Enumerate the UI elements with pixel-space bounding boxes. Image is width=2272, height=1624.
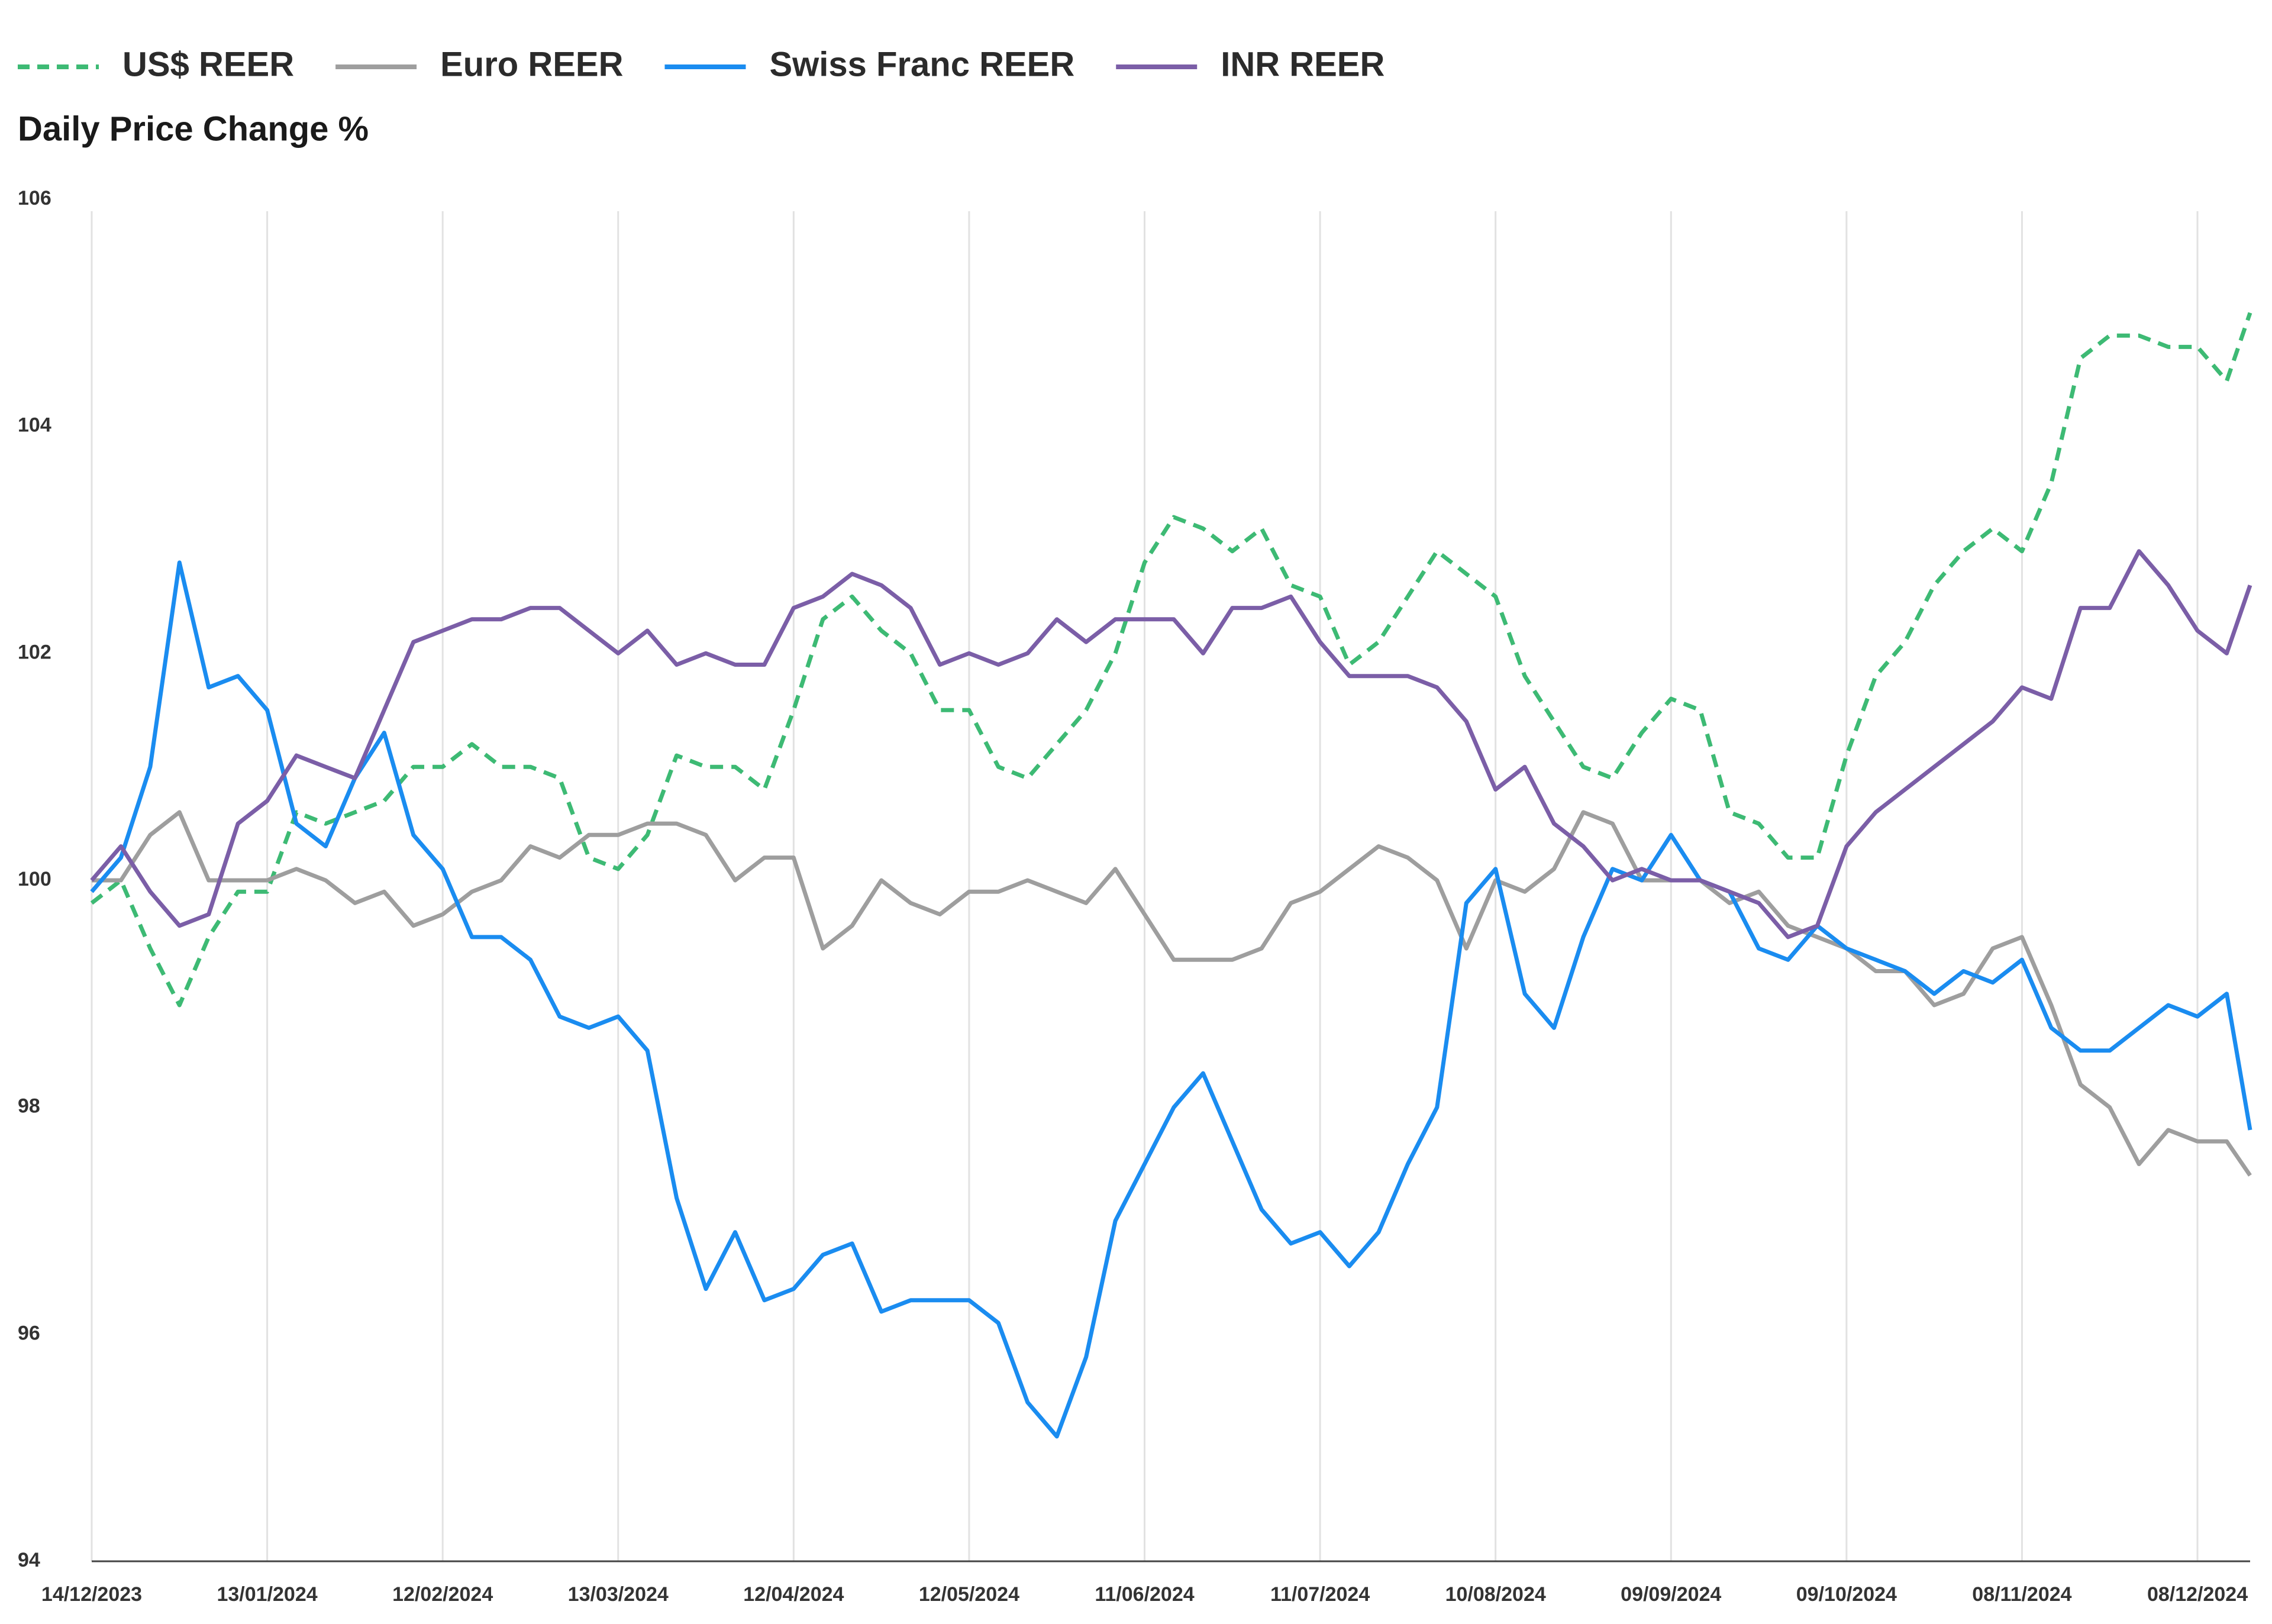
legend-label: INR REER	[1221, 45, 1384, 83]
y-tick-label: 100	[18, 868, 51, 890]
x-tick-label: 12/02/2024	[392, 1583, 493, 1606]
x-tick-label: 13/03/2024	[568, 1583, 669, 1606]
legend-label: Swiss Franc REER	[769, 45, 1074, 83]
y-tick-label: 94	[18, 1549, 40, 1571]
x-tick-label: 14/12/2023	[41, 1583, 142, 1606]
y-tick-label: 102	[18, 641, 51, 663]
legend-label: US$ REER	[122, 45, 294, 83]
series-line	[90, 312, 2252, 1008]
x-tick-label: 08/12/2024	[2147, 1583, 2248, 1606]
x-tick-label: 12/05/2024	[919, 1583, 1019, 1606]
y-tick-label: 98	[18, 1095, 40, 1118]
series-line	[90, 549, 2252, 939]
y-tick-label: 96	[18, 1322, 40, 1344]
legend-label: Euro REER	[440, 45, 623, 83]
series-line	[90, 560, 2252, 1439]
y-tick-label: 104	[18, 414, 51, 437]
x-tick-label: 11/07/2024	[1270, 1583, 1370, 1606]
x-tick-label: 13/01/2024	[217, 1583, 317, 1606]
series-line	[92, 810, 2252, 1177]
x-tick-label: 09/10/2024	[1796, 1583, 1897, 1606]
x-tick-label: 10/08/2024	[1445, 1583, 1546, 1606]
y-tick-label: 106	[18, 187, 51, 209]
x-tick-label: 09/09/2024	[1621, 1583, 1721, 1606]
x-tick-label: 12/04/2024	[743, 1583, 844, 1606]
x-tick-label: 11/06/2024	[1095, 1583, 1194, 1606]
legend: US$ REER Euro REER Swiss Franc REER INR REE…	[18, 45, 1384, 83]
chart-title: Daily Price Change %	[18, 109, 369, 148]
x-tick-label: 08/11/2024	[1972, 1583, 2071, 1606]
